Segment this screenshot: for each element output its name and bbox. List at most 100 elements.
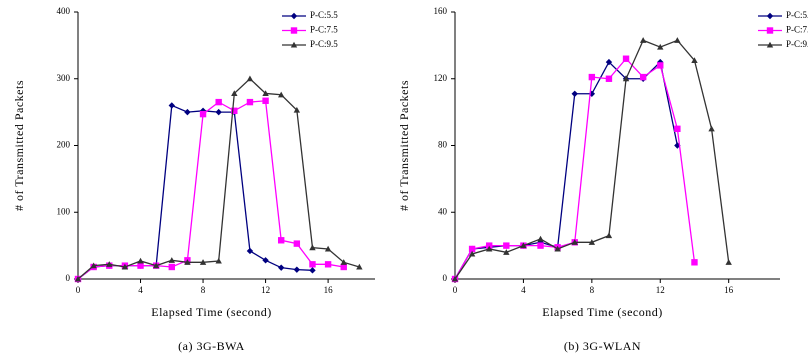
legend-marker [290,27,298,34]
y-tick-label: 300 [57,73,71,83]
legend-label: P-C:5.5 [310,10,338,20]
data-point [137,262,144,269]
series-line [77,77,360,280]
x-tick-label: 12 [656,285,665,295]
data-point [231,90,238,96]
y-tick-label: 0 [443,273,448,283]
data-point [554,245,561,252]
data-point [309,261,316,268]
x-tick-label: 8 [201,285,206,295]
y-tick-label: 400 [57,6,71,16]
y-tick-label: 80 [438,140,448,150]
data-point [486,242,493,249]
caption: (b) 3G-WLAN [564,339,641,353]
data-point [74,275,82,282]
data-point [571,239,578,245]
data-point [520,242,527,249]
data-point [278,91,285,98]
data-point [691,57,698,63]
legend-label: P-C:5.5 [786,10,808,20]
data-point [262,90,269,96]
data-point [691,259,698,266]
data-point [537,235,544,242]
data-point [152,262,160,269]
data-point [168,263,175,271]
x-tick-label: 8 [590,285,595,295]
data-point [588,73,596,81]
data-point [246,98,254,106]
data-point [356,263,363,270]
x-axis-label: Elapsed Time (second) [542,305,663,319]
x-axis-label: Elapsed Time (second) [151,305,272,319]
y-tick-label: 100 [57,206,71,216]
data-point [215,108,222,116]
data-point [486,245,493,252]
data-point [340,259,347,265]
data-point [215,257,222,264]
legend-marker [766,27,774,34]
data-point [725,259,732,265]
data-point [340,263,347,271]
data-point [278,264,285,271]
y-tick-label: 160 [434,6,448,16]
data-point [106,261,113,267]
data-point [537,239,544,246]
x-tick-label: 0 [453,285,458,295]
data-point [605,232,613,239]
data-point [503,249,510,255]
legend-label: P-C:7.5 [310,25,338,35]
legend-label: P-C:9.5 [786,39,808,49]
y-tick-label: 0 [66,273,71,283]
data-point [657,62,664,69]
data-point [588,239,596,245]
data-point [293,240,301,247]
x-tick-label: 12 [261,285,270,295]
data-point [639,37,647,43]
data-point [622,75,630,82]
data-point [246,247,254,255]
series-line [77,100,344,280]
data-point [708,125,715,132]
y-tick-label: 200 [57,140,71,150]
x-tick-label: 4 [521,285,526,295]
data-point [262,257,269,264]
data-point [121,263,129,270]
legend-marker [290,41,298,48]
data-point [184,108,191,116]
legend-marker [766,41,774,48]
data-point [503,242,510,249]
data-point [639,73,647,81]
x-tick-label: 16 [324,285,334,295]
data-point [605,58,613,66]
chart: 0 40 80 120 160 0 4 8 12 16 Elapsed Time (second) (… [397,6,808,353]
data-point [309,267,316,274]
data-point [324,245,332,252]
data-point [90,262,97,269]
data-point [588,90,596,97]
y-tick-label: 40 [438,206,448,216]
data-point [657,43,664,50]
data-point [468,245,476,253]
y-tick-label: 120 [434,73,448,83]
chart: 0 100 200 300 400 0 4 8 12 16 Elapsed Time (second… [12,6,375,353]
data-point [168,257,175,263]
data-point [605,75,613,82]
data-point [262,97,269,104]
legend-marker [766,12,774,20]
data-point [278,237,285,244]
data-point [293,106,301,113]
data-point [324,261,332,268]
x-tick-label: 16 [724,285,734,295]
caption: (a) 3G-BWA [178,339,245,353]
data-point [293,266,301,273]
data-point [199,259,207,265]
legend-marker [290,12,298,20]
x-tick-label: 0 [76,285,81,295]
legend-label: P-C:7.5 [786,25,808,35]
x-tick-label: 4 [138,285,143,295]
data-point [674,37,681,43]
data-point [215,98,222,106]
y-axis-label: # of Transmitted Packets [12,80,26,211]
legend-label: P-C:9.5 [310,39,338,49]
